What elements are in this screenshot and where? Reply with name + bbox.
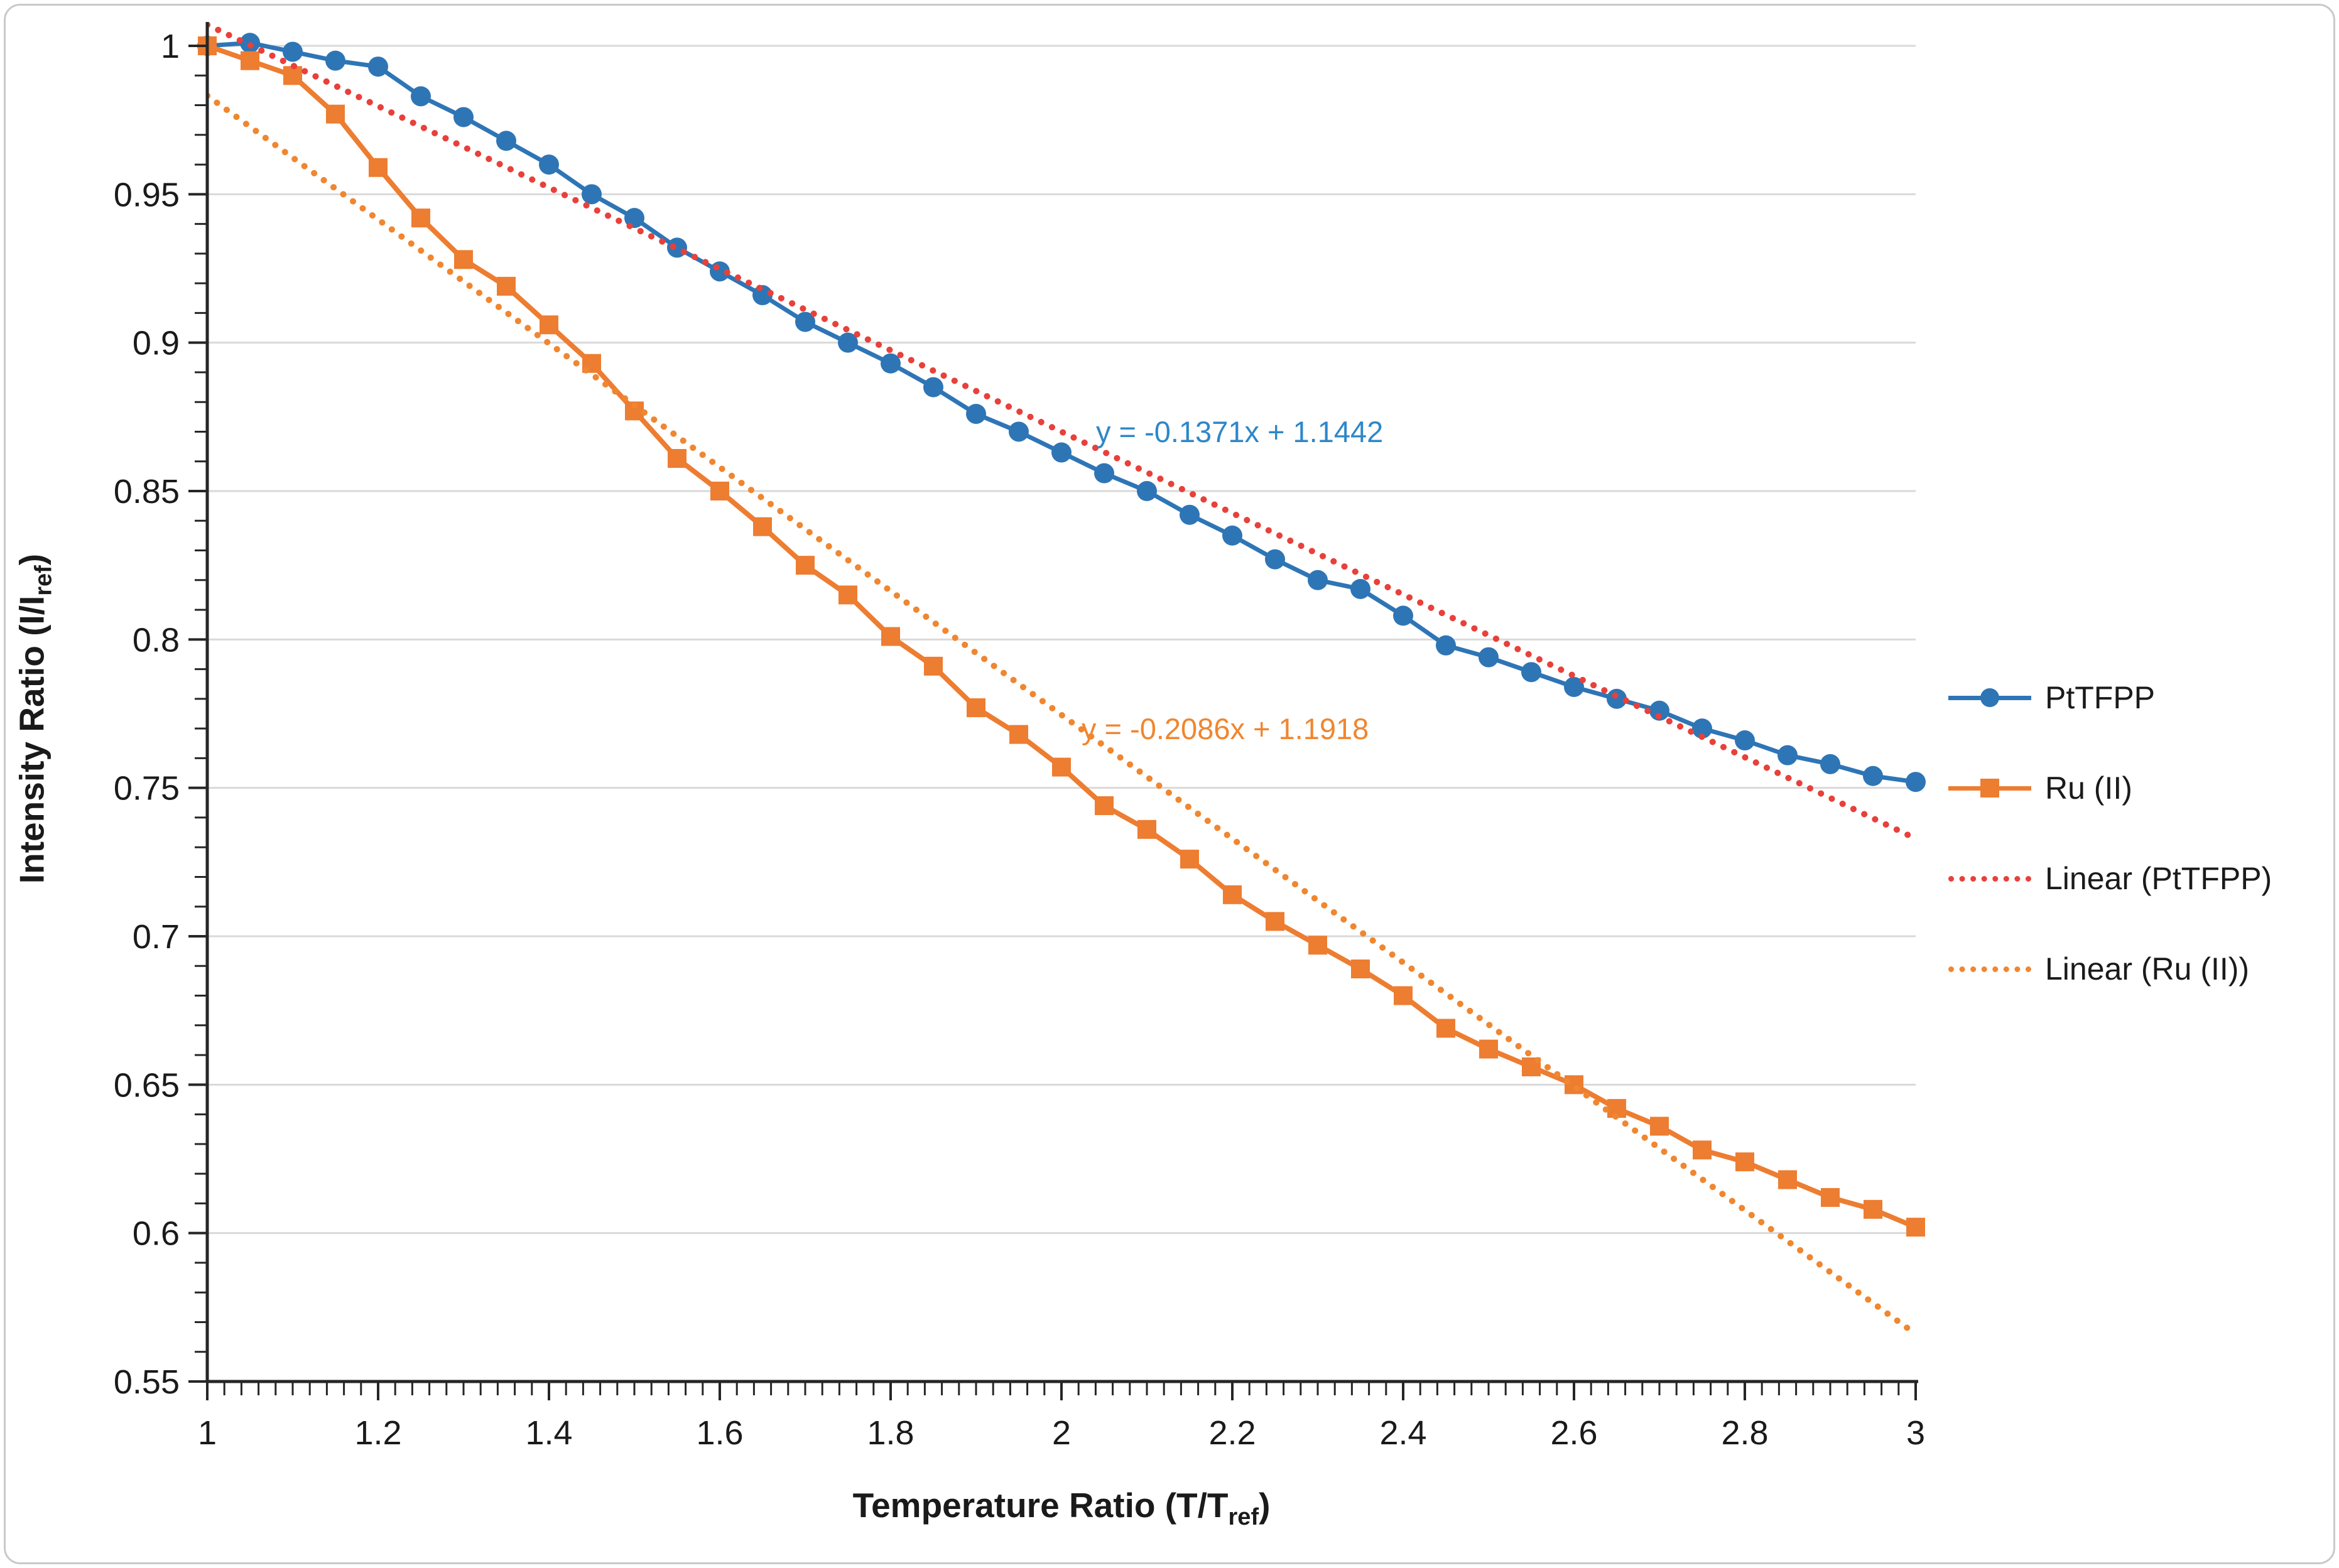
legend-label-linear-ru: Linear (Ru (II))	[2045, 951, 2250, 987]
x-tick-label: 1.6	[696, 1414, 743, 1452]
data-series	[197, 33, 1926, 1237]
legend-label-ru: Ru (II)	[2045, 770, 2132, 806]
ru-line-marker-icon	[1948, 777, 2031, 799]
legend-label-pttfpp: PtTFPP	[2045, 680, 2156, 715]
y-axis-title: Intensity Ratio (I/Iref)	[12, 122, 58, 1316]
x-axis-title: Temperature Ratio (T/Tref)	[207, 1485, 1916, 1531]
trendline-equation-ru: y = -0.2086x + 1.1918	[1082, 712, 1369, 745]
legend-item-pttfpp: PtTFPP	[1948, 652, 2272, 743]
x-tick-label: 1.4	[525, 1414, 572, 1452]
legend-item-ru: Ru (II)	[1948, 743, 2272, 833]
y-tick-label: 1	[161, 28, 180, 65]
x-axis-title-subscript: ref	[1228, 1504, 1259, 1530]
y-tick-label: 0.65	[114, 1066, 180, 1104]
tick-labels: 1 1.2 1.4 1.6 1.8 2 2.2 2.4 2.6 2.8 3 1 0.95 0.9 0.85 0…	[114, 28, 1925, 1452]
x-tick-label: 2.4	[1379, 1414, 1426, 1452]
trendline-equation-pttfpp: y = -0.1371x + 1.1442	[1096, 415, 1384, 448]
trendline-linear-pttfpp-	[207, 22, 1916, 842]
trendlines	[207, 22, 1916, 1338]
y-axis-title-close: )	[12, 553, 52, 566]
y-tick-label: 0.8	[133, 621, 180, 659]
y-tick-label: 0.85	[114, 473, 180, 511]
y-tick-label: 0.55	[114, 1363, 180, 1401]
legend-item-linear-pttfpp: Linear (PtTFPP)	[1948, 833, 2272, 924]
series-line-ru-ii-	[205, 43, 1918, 1230]
y-tick-label: 0.9	[133, 325, 180, 362]
x-tick-label: 1.2	[354, 1414, 401, 1452]
legend: PtTFPP Ru (II) Linear (PtTFPP) Linear (R…	[1948, 652, 2272, 1014]
legend-label-linear-pttfpp: Linear (PtTFPP)	[2045, 861, 2272, 896]
trendline-linear-ru-ii-	[207, 92, 1916, 1338]
x-tick-label: 2.2	[1208, 1414, 1256, 1452]
x-tick-label: 2.8	[1721, 1414, 1768, 1452]
x-tick-label: 2	[1052, 1414, 1071, 1452]
pttfpp-line-marker-icon	[1948, 687, 2031, 708]
legend-item-linear-ru: Linear (Ru (II))	[1948, 924, 2272, 1014]
x-tick-label: 3	[1906, 1414, 1925, 1452]
y-axis-title-text: Intensity Ratio (I/I	[12, 595, 52, 884]
linear-ru-dotted-line-icon	[1948, 958, 2031, 980]
y-tick-label: 0.6	[133, 1215, 180, 1253]
series-line-pttfpp	[205, 40, 1918, 784]
y-axis-title-subscript: ref	[30, 565, 57, 596]
y-tick-label: 0.7	[133, 918, 180, 956]
x-tick-label: 2.6	[1550, 1414, 1597, 1452]
axis-ticks	[188, 45, 1917, 1400]
x-tick-label: 1.8	[867, 1414, 914, 1452]
y-tick-label: 0.95	[114, 176, 180, 214]
x-tick-label: 1	[198, 1414, 217, 1452]
x-axis-title-close: )	[1259, 1486, 1271, 1525]
linear-pttfpp-dotted-line-icon	[1948, 868, 2031, 889]
y-tick-label: 0.75	[114, 770, 180, 808]
x-axis-title-text: Temperature Ratio (T/T	[852, 1486, 1229, 1525]
